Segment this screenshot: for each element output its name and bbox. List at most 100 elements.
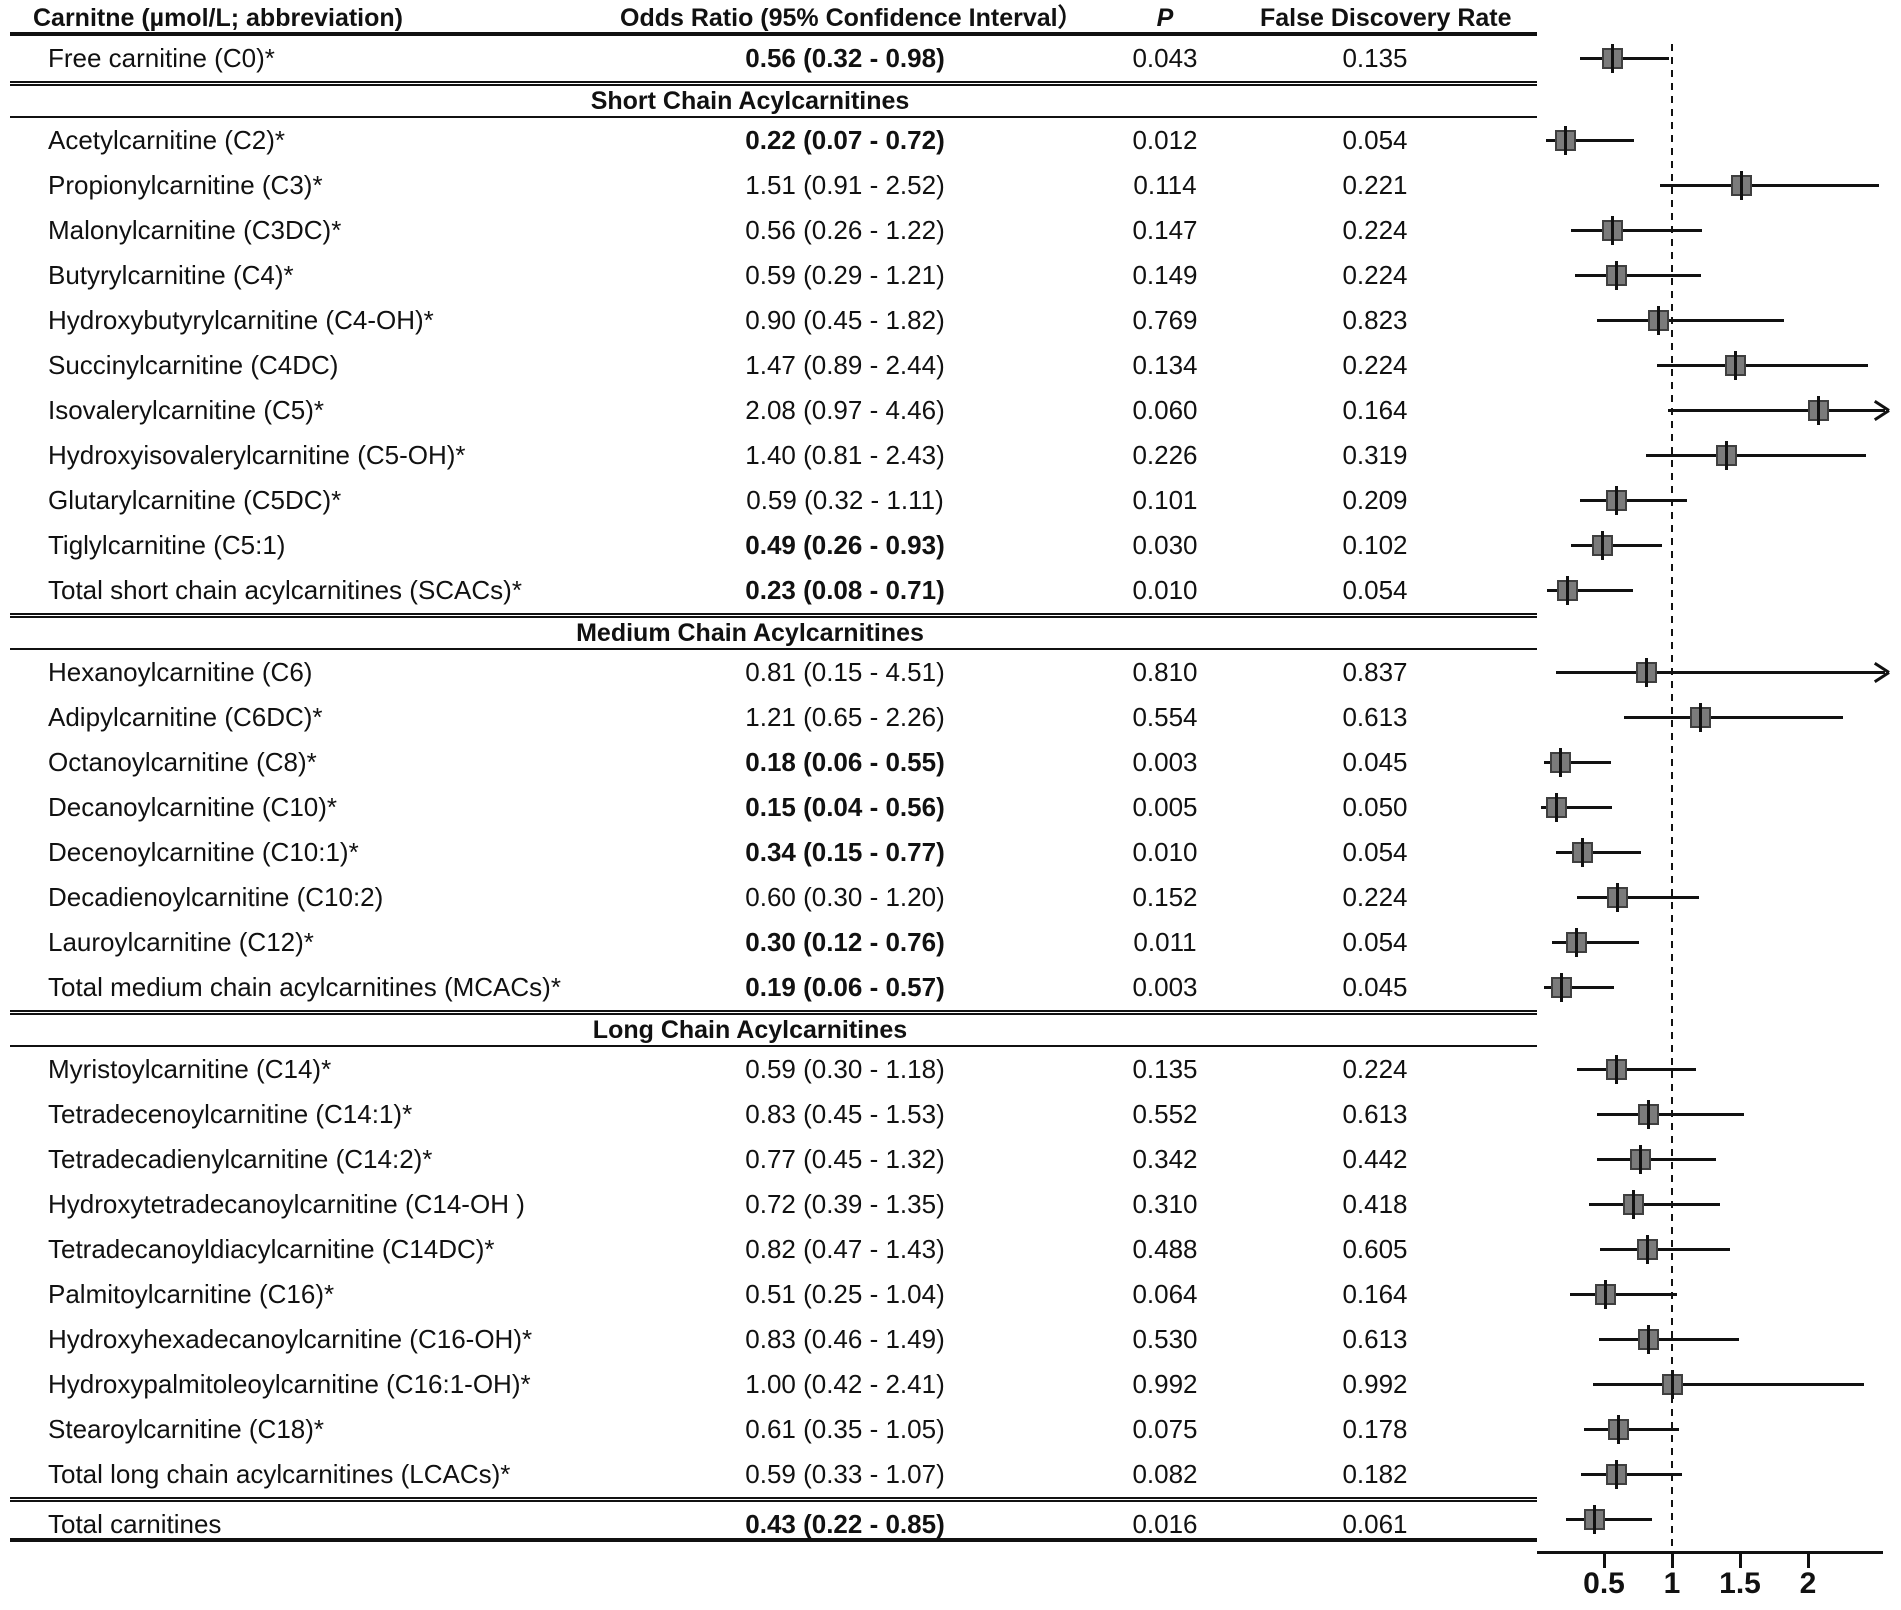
odds-ratio-point-tick bbox=[1632, 1189, 1636, 1219]
forest-plot-cell bbox=[1537, 1317, 1901, 1362]
confidence-interval-line bbox=[1657, 363, 1868, 367]
confidence-interval-line bbox=[1575, 273, 1701, 277]
odds-ratio-point-tick bbox=[1647, 1099, 1651, 1129]
table-row: Decadienoylcarnitine (C10:2) 0.60 (0.30 -… bbox=[10, 875, 1901, 920]
odds-ratio-ci-value: 0.51 (0.25 - 1.04) bbox=[745, 1279, 945, 1309]
confidence-interval-line bbox=[1576, 895, 1700, 899]
confidence-interval-line bbox=[1546, 588, 1633, 592]
section-title: Short Chain Acylcarnitines bbox=[590, 87, 910, 115]
confidence-interval-line bbox=[1579, 498, 1687, 502]
carnitine-name: Malonylcarnitine (C3DC)* bbox=[48, 215, 342, 245]
p-value: 0.552 bbox=[1132, 1099, 1198, 1129]
x-axis-tick-label: 2 bbox=[1799, 1567, 1817, 1600]
section-title: Long Chain Acylcarnitines bbox=[592, 1016, 908, 1044]
odds-ratio-ci-value: 0.83 (0.45 - 1.53) bbox=[745, 1099, 945, 1129]
section-header-row: Short Chain Acylcarnitines bbox=[10, 81, 1901, 118]
forest-plot-cell bbox=[1537, 1272, 1901, 1317]
p-value: 0.043 bbox=[1132, 43, 1198, 73]
confidence-interval-line bbox=[1571, 543, 1663, 547]
p-value: 0.810 bbox=[1132, 657, 1198, 687]
fdr-value: 0.221 bbox=[1342, 170, 1408, 200]
table-row: Palmitoylcarnitine (C16)* 0.51 (0.25 - 1.… bbox=[10, 1272, 1901, 1317]
confidence-interval-line bbox=[1597, 1112, 1745, 1116]
fdr-value: 0.045 bbox=[1342, 972, 1408, 1002]
odds-ratio-ci-value: 0.59 (0.32 - 1.11) bbox=[746, 485, 944, 515]
table-row: Hydroxyisovalerylcarnitine (C5-OH)* 1.40 … bbox=[10, 433, 1901, 478]
confidence-interval-line bbox=[1552, 940, 1640, 944]
odds-ratio-ci-value: 0.60 (0.30 - 1.20) bbox=[745, 882, 945, 912]
odds-ratio-ci-value: 1.47 (0.89 - 2.44) bbox=[745, 350, 945, 380]
confidence-interval-line bbox=[1579, 56, 1670, 60]
table-row: Tetradecadienylcarnitine (C14:2)* 0.77 (0… bbox=[10, 1137, 1901, 1182]
table-row: Hydroxybutyrylcarnitine (C4-OH)* 0.90 (0.… bbox=[10, 298, 1901, 343]
confidence-interval-line bbox=[1659, 183, 1879, 187]
confidence-interval-line bbox=[1593, 1382, 1864, 1386]
carnitine-name: Lauroylcarnitine (C12)* bbox=[48, 927, 314, 957]
carnitine-name: Propionylcarnitine (C3)* bbox=[48, 170, 323, 200]
confidence-interval-line bbox=[1576, 1067, 1697, 1071]
total-row: Total carnitines 0.43 (0.22 - 0.85) 0.016 0… bbox=[10, 1497, 1901, 1542]
carnitine-name: Succinylcarnitine (C4DC) bbox=[48, 350, 339, 380]
confidence-interval-line bbox=[1556, 850, 1641, 854]
odds-ratio-point-tick bbox=[1656, 305, 1660, 335]
odds-ratio-ci-value: 1.21 (0.65 - 2.26) bbox=[745, 702, 945, 732]
table-row: Succinylcarnitine (C4DC) 1.47 (0.89 - 2.4… bbox=[10, 343, 1901, 388]
odds-ratio-ci-value: 0.30 (0.12 - 0.76) bbox=[745, 927, 945, 957]
odds-ratio-ci-value: 1.00 (0.42 - 2.41) bbox=[745, 1369, 945, 1399]
confidence-interval-line bbox=[1544, 985, 1614, 989]
carnitine-name: Isovalerylcarnitine (C5)* bbox=[48, 395, 324, 425]
odds-ratio-ci-value: 0.81 (0.15 - 4.51) bbox=[745, 657, 945, 687]
forest-plot-cell bbox=[1537, 1407, 1901, 1452]
forest-plot-header-space bbox=[1537, 0, 1901, 36]
fdr-value: 0.319 bbox=[1342, 440, 1408, 470]
odds-ratio-ci-value: 1.51 (0.91 - 2.52) bbox=[745, 170, 945, 200]
fdr-value: 0.164 bbox=[1342, 1279, 1408, 1309]
odds-ratio-point-tick bbox=[1564, 125, 1568, 155]
fdr-value: 0.605 bbox=[1342, 1234, 1408, 1264]
forest-plot-cell bbox=[1537, 1010, 1901, 1047]
fdr-value: 0.061 bbox=[1342, 1509, 1408, 1539]
table-row: Tiglylcarnitine (C5:1) 0.49 (0.26 - 0.93)… bbox=[10, 523, 1901, 568]
forest-plot-cell bbox=[1537, 343, 1901, 388]
forest-plot-cell bbox=[1537, 388, 1901, 433]
forest-plot-cell bbox=[1537, 1047, 1901, 1092]
carnitine-name: Myristoylcarnitine (C14)* bbox=[48, 1054, 332, 1084]
fdr-value: 0.102 bbox=[1342, 530, 1408, 560]
odds-ratio-ci-value: 0.56 (0.26 - 1.22) bbox=[745, 215, 945, 245]
carnitine-name: Total long chain acylcarnitines (LCACs)* bbox=[48, 1459, 511, 1489]
table-row: Decenoylcarnitine (C10:1)* 0.34 (0.15 - 0… bbox=[10, 830, 1901, 875]
table-row: Butyrylcarnitine (C4)* 0.59 (0.29 - 1.21)… bbox=[10, 253, 1901, 298]
p-value: 0.134 bbox=[1132, 350, 1198, 380]
table-row: Isovalerylcarnitine (C5)* 2.08 (0.97 - 4.… bbox=[10, 388, 1901, 433]
carnitine-name: Adipylcarnitine (C6DC)* bbox=[48, 702, 323, 732]
p-value: 0.005 bbox=[1132, 792, 1198, 822]
fdr-value: 0.164 bbox=[1342, 395, 1408, 425]
confidence-interval-line bbox=[1571, 228, 1702, 232]
forest-plot-cell bbox=[1537, 478, 1901, 523]
odds-ratio-ci-value: 0.82 (0.47 - 1.43) bbox=[745, 1234, 945, 1264]
odds-ratio-ci-value: 0.18 (0.06 - 0.55) bbox=[745, 747, 945, 777]
confidence-interval-line bbox=[1599, 1247, 1731, 1251]
confidence-interval-line bbox=[1589, 1202, 1720, 1206]
odds-ratio-point-tick bbox=[1644, 657, 1648, 687]
forest-plot-cell bbox=[1537, 613, 1901, 650]
p-value: 0.152 bbox=[1132, 882, 1198, 912]
carnitine-name: Tetradecadienylcarnitine (C14:2)* bbox=[48, 1144, 433, 1174]
forest-plot-cell bbox=[1537, 298, 1901, 343]
section-header-row: Medium Chain Acylcarnitines bbox=[10, 613, 1901, 650]
table-row: Hydroxyhexadecanoylcarnitine (C16-OH)* 0.… bbox=[10, 1317, 1901, 1362]
p-value: 0.554 bbox=[1132, 702, 1198, 732]
table-row: Glutarylcarnitine (C5DC)* 0.59 (0.32 - 1.… bbox=[10, 478, 1901, 523]
odds-ratio-point-tick bbox=[1575, 927, 1579, 957]
carnitine-name: Hydroxypalmitoleoylcarnitine (C16:1-OH)* bbox=[48, 1369, 531, 1399]
odds-ratio-point-tick bbox=[1734, 350, 1738, 380]
fdr-value: 0.837 bbox=[1342, 657, 1408, 687]
p-value: 0.992 bbox=[1132, 1369, 1198, 1399]
odds-ratio-point-tick bbox=[1558, 747, 1562, 777]
forest-plot-cell bbox=[1537, 1182, 1901, 1227]
x-axis-tick-label: 1 bbox=[1663, 1567, 1681, 1600]
p-value: 0.342 bbox=[1132, 1144, 1198, 1174]
odds-ratio-point-tick bbox=[1560, 972, 1564, 1002]
forest-plot-cell bbox=[1537, 875, 1901, 920]
odds-ratio-point-tick bbox=[1603, 1279, 1607, 1309]
